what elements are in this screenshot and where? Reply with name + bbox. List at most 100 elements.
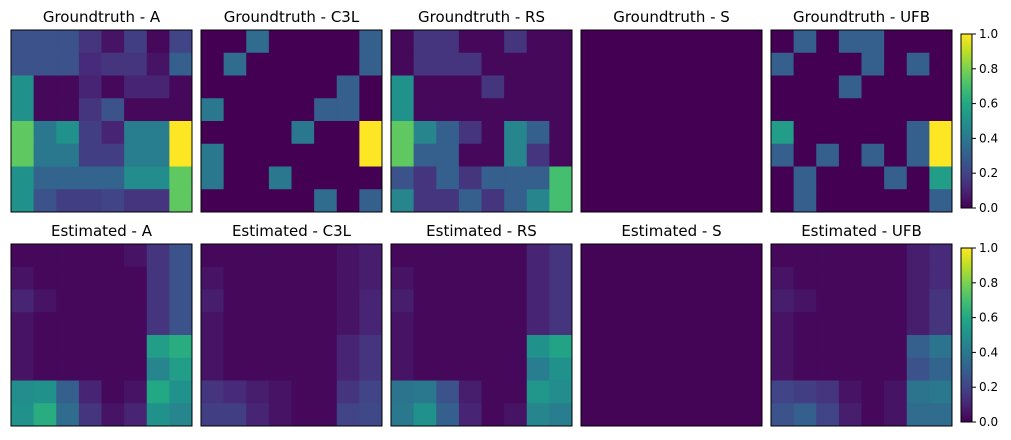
heatmap-cell [413, 403, 437, 427]
heatmap-cell [246, 380, 270, 404]
heatmap-cell [884, 52, 908, 76]
heatmap-cell [436, 403, 460, 427]
panel-title: Groundtruth - RS [418, 8, 545, 26]
heatmap-cell [671, 357, 695, 381]
heatmap-cell [816, 143, 840, 167]
heatmap-cell [838, 266, 862, 290]
panel-frame [580, 243, 763, 427]
heatmap-cell [648, 75, 672, 99]
heatmap-cell [359, 143, 383, 167]
heatmap-cell [33, 312, 57, 336]
heatmap-cell [481, 266, 505, 290]
heatmap-cell [504, 357, 528, 381]
heatmap-cell [906, 335, 930, 359]
heatmap-cell [906, 143, 930, 167]
heatmap-cell [124, 75, 148, 99]
heatmap-cell [11, 403, 35, 427]
heatmap-cell [648, 121, 672, 145]
heatmap-cell [793, 98, 817, 122]
heatmap-cell [481, 52, 505, 76]
heatmap-cell [458, 166, 482, 190]
heatmap-cell [816, 189, 840, 213]
heatmap-cell [124, 30, 148, 54]
panel-title: Estimated - RS [426, 222, 537, 240]
heatmap-cell [391, 380, 415, 404]
heatmap-cell [549, 289, 573, 313]
heatmap-cell [124, 380, 148, 404]
heatmap-cell [11, 75, 35, 99]
heatmap-cell [716, 357, 740, 381]
heatmap-cell [458, 143, 482, 167]
heatmap-cell [359, 289, 383, 313]
heatmap-cell [603, 335, 627, 359]
colorbar-tick-label: 0.6 [979, 311, 998, 325]
heatmap-cell [268, 189, 292, 213]
heatmap-cell [458, 357, 482, 381]
heatmap-cell [504, 289, 528, 313]
heatmap-cell [101, 98, 125, 122]
panel-frame [200, 243, 383, 427]
heatmap-cell [648, 166, 672, 190]
colorbar-tick-label: 0.4 [979, 131, 998, 145]
heatmap-cell [33, 75, 57, 99]
heatmap-cell [648, 289, 672, 313]
heatmap-cell [581, 403, 605, 427]
heatmap-cell [201, 357, 225, 381]
heatmap-cell [793, 143, 817, 167]
heatmap-cell [694, 121, 718, 145]
heatmap-cell [884, 143, 908, 167]
heatmap-cell [78, 143, 102, 167]
heatmap-cell [11, 289, 35, 313]
heatmap-cell [884, 357, 908, 381]
heatmap-cell [11, 335, 35, 359]
heatmap-cell [481, 75, 505, 99]
heatmap-cell [246, 289, 270, 313]
heatmap-cell [626, 143, 650, 167]
heatmap-cell [581, 30, 605, 54]
heatmap-cell [33, 335, 57, 359]
heatmap-cell [169, 98, 193, 122]
heatmap-cell [436, 121, 460, 145]
heatmap-cell [11, 121, 35, 145]
heatmap-cell [694, 380, 718, 404]
heatmap-cell [526, 166, 550, 190]
heatmap-cell [268, 98, 292, 122]
heatmap-cell [33, 30, 57, 54]
heatmap-cell [526, 312, 550, 336]
heatmap-cell [246, 335, 270, 359]
heatmap-cell [694, 403, 718, 427]
heatmap-cell [223, 357, 247, 381]
heatmap-cell [929, 244, 953, 268]
heatmap-cell [11, 357, 35, 381]
heatmap-cell [314, 380, 338, 404]
heatmap-cell [78, 312, 102, 336]
heatmap-cell [816, 403, 840, 427]
heatmap-cell [549, 30, 573, 54]
heatmap-cell [739, 143, 763, 167]
heatmap-cell [33, 98, 57, 122]
heatmap-cell [884, 312, 908, 336]
heatmap-cell [603, 403, 627, 427]
heatmap-cell [223, 30, 247, 54]
heatmap-cell [481, 189, 505, 213]
heatmap-cell [56, 52, 80, 76]
heatmap-cell [124, 121, 148, 145]
heatmap-cell [146, 266, 170, 290]
heatmap-cell [648, 312, 672, 336]
heatmap-cell [336, 266, 360, 290]
heatmap-cell [169, 403, 193, 427]
heatmap-cell [906, 52, 930, 76]
heatmap-cell [694, 166, 718, 190]
heatmap-cell [169, 143, 193, 167]
heatmap-cell [201, 244, 225, 268]
heatmap-cell [314, 244, 338, 268]
heatmap-cell [481, 312, 505, 336]
heatmap-cell [504, 189, 528, 213]
heatmap-cell [771, 289, 795, 313]
heatmap-cell [694, 30, 718, 54]
heatmap-cell [603, 166, 627, 190]
heatmap-cell [11, 52, 35, 76]
heatmap-cell [838, 289, 862, 313]
heatmap-cell [771, 266, 795, 290]
